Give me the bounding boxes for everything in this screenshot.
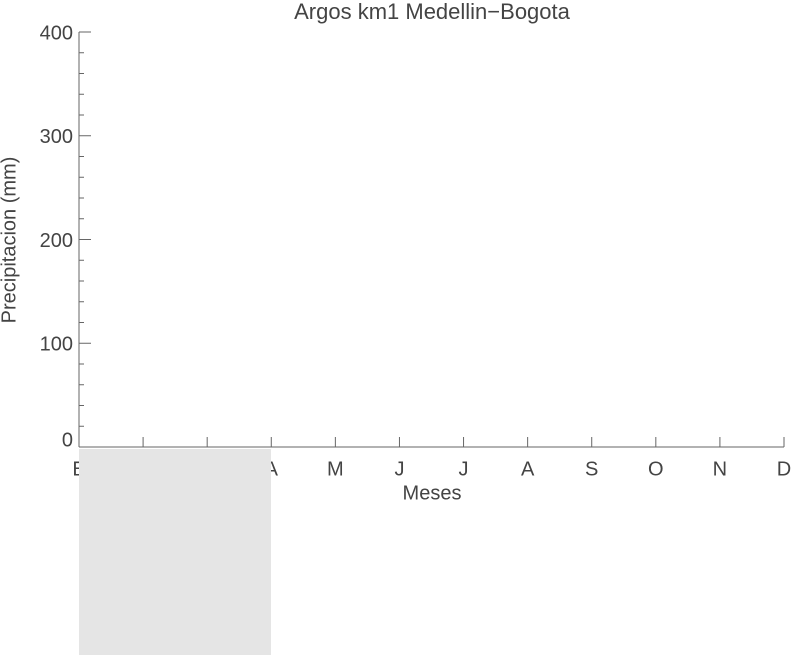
x-tick-label: J [394, 458, 404, 480]
y-tick-label: 300 [40, 126, 73, 148]
x-tick-label: M [327, 458, 344, 480]
x-axis-label: Meses [403, 482, 462, 504]
x-tick-label: S [585, 458, 598, 480]
x-tick-label: J [459, 458, 469, 480]
x-tick-label: N [713, 458, 727, 480]
x-tick-label: A [521, 458, 535, 480]
overlay-panel [79, 449, 271, 655]
y-tick-label: 0 [62, 429, 73, 451]
y-tick-label: 400 [40, 22, 73, 44]
y-tick-label: 100 [40, 334, 73, 356]
chart-title: Argos km1 Medellin−Bogota [294, 0, 571, 24]
y-tick-label: 200 [40, 230, 73, 252]
x-tick-label: O [648, 458, 664, 480]
x-tick-label: D [777, 458, 791, 480]
y-axis-label: Precipitacion (mm) [0, 157, 20, 324]
